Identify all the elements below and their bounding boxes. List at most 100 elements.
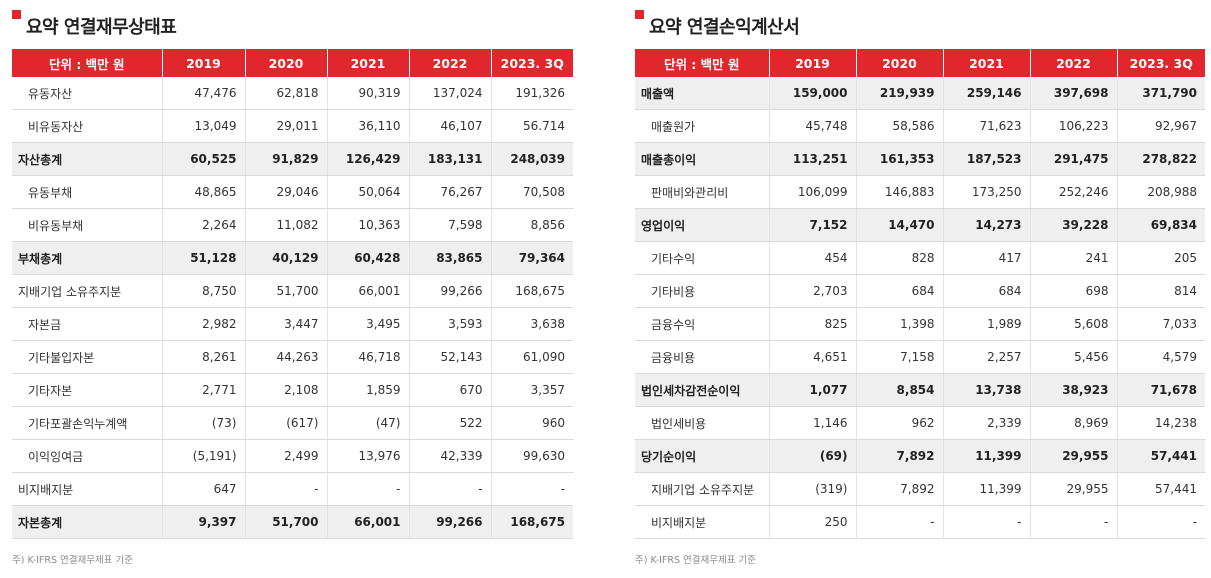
table-row: 판매비와관리비 106,099 146,883 173,250 252,246 208,9…: [635, 175, 1205, 209]
value-cell: 48,865: [161, 175, 245, 209]
value-cell: 76,267: [408, 175, 491, 209]
value-cell: 14,273: [942, 208, 1030, 242]
value-cell: 219,939: [855, 77, 943, 110]
value-cell: 83,865: [408, 241, 491, 275]
value-cell: -: [942, 505, 1030, 539]
table-row: 기타자본 2,771 2,108 1,859 670 3,357: [12, 373, 573, 407]
value-cell: 13,049: [161, 109, 245, 143]
value-cell: 3,447: [244, 307, 327, 341]
value-cell: 91,829: [244, 142, 327, 176]
table-row: 비유동부채 2,264 11,082 10,363 7,598 8,856: [12, 208, 573, 242]
title-marker: [635, 10, 644, 19]
value-cell: 168,675: [490, 505, 573, 539]
value-cell: 7,892: [855, 472, 943, 506]
row-label: 자본총계: [12, 505, 162, 539]
value-cell: 962: [855, 406, 943, 440]
value-cell: 42,339: [408, 439, 491, 473]
income-statement-body: 매출액 159,000 219,939 259,146 397,698 371,790 매출…: [635, 77, 1205, 539]
value-cell: 2,499: [244, 439, 327, 473]
value-cell: 44,263: [244, 340, 327, 374]
row-label: 부채총계: [12, 241, 162, 275]
value-cell: 60,525: [161, 142, 245, 176]
row-label: 지배기업 소유주지분: [635, 472, 769, 506]
value-cell: 1,146: [768, 406, 856, 440]
value-cell: 137,024: [408, 77, 491, 110]
table-row: 법인세비용 1,146 962 2,339 8,969 14,238: [635, 406, 1205, 440]
value-cell: 168,675: [490, 274, 573, 308]
row-label: 매출총이익: [635, 142, 769, 176]
value-cell: 90,319: [326, 77, 409, 110]
value-cell: (5,191): [161, 439, 245, 473]
total-row: 영업이익 7,152 14,470 14,273 39,228 69,834: [635, 208, 1205, 242]
value-cell: 1,859: [326, 373, 409, 407]
row-label: 매출원가: [635, 109, 769, 143]
value-cell: 173,250: [942, 175, 1030, 209]
value-cell: 2,339: [942, 406, 1030, 440]
value-cell: 47,476: [161, 77, 245, 110]
year-header: 2021: [942, 49, 1030, 77]
value-cell: 3,495: [326, 307, 409, 341]
value-cell: 29,955: [1029, 439, 1117, 473]
row-label: 법인세차감전순이익: [635, 373, 769, 407]
value-cell: 250: [768, 505, 856, 539]
value-cell: 71,623: [942, 109, 1030, 143]
row-label: 비유동부채: [12, 208, 162, 242]
row-label: 자산총계: [12, 142, 162, 176]
income-statement-panel: 요약 연결손익계산서 단위 : 백만 원 2019 2020 2021 2022…: [635, 0, 1205, 539]
header-row: 단위 : 백만 원 2019 2020 2021 2022 2023. 3Q: [12, 49, 573, 77]
value-cell: 56.714: [490, 109, 573, 143]
value-cell: 92,967: [1116, 109, 1205, 143]
income-statement-table: 단위 : 백만 원 2019 2020 2021 2022 2023. 3Q 매…: [635, 49, 1205, 539]
row-label: 매출액: [635, 77, 769, 110]
total-row: 매출액 159,000 219,939 259,146 397,698 371,790: [635, 77, 1205, 110]
value-cell: 684: [855, 274, 943, 308]
year-header: 2022: [1029, 49, 1117, 77]
value-cell: 3,638: [490, 307, 573, 341]
value-cell: 960: [490, 406, 573, 440]
table-row: 금융비용 4,651 7,158 2,257 5,456 4,579: [635, 340, 1205, 374]
table-row: 금융수익 825 1,398 1,989 5,608 7,033: [635, 307, 1205, 341]
value-cell: 183,131: [408, 142, 491, 176]
value-cell: 13,976: [326, 439, 409, 473]
value-cell: 454: [768, 241, 856, 275]
unit-header: 단위 : 백만 원: [12, 49, 162, 77]
value-cell: 208,988: [1116, 175, 1205, 209]
value-cell: 2,771: [161, 373, 245, 407]
value-cell: 3,357: [490, 373, 573, 407]
total-row: 매출총이익 113,251 161,353 187,523 291,475 278,822: [635, 142, 1205, 176]
value-cell: 45,748: [768, 109, 856, 143]
value-cell: -: [326, 472, 409, 506]
balance-sheet-footnote: 주) K-IFRS 연결재무제표 기준: [12, 555, 133, 566]
value-cell: 106,223: [1029, 109, 1117, 143]
value-cell: 14,470: [855, 208, 943, 242]
value-cell: 99,630: [490, 439, 573, 473]
value-cell: (73): [161, 406, 245, 440]
balance-sheet-panel: 요약 연결재무상태표 단위 : 백만 원 2019 2020 2021 2022…: [12, 0, 573, 539]
value-cell: 252,246: [1029, 175, 1117, 209]
row-label: 기타포괄손익누계액: [12, 406, 162, 440]
value-cell: 1,989: [942, 307, 1030, 341]
year-header: 2019: [768, 49, 856, 77]
year-header: 2020: [244, 49, 327, 77]
row-label: 지배기업 소유주지분: [12, 274, 162, 308]
value-cell: 7,152: [768, 208, 856, 242]
table-row: 매출원가 45,748 58,586 71,623 106,223 92,967: [635, 109, 1205, 143]
value-cell: 46,718: [326, 340, 409, 374]
value-cell: 57,441: [1116, 472, 1205, 506]
value-cell: -: [490, 472, 573, 506]
table-row: 기타수익 454 828 417 241 205: [635, 241, 1205, 275]
value-cell: 7,158: [855, 340, 943, 374]
unit-header: 단위 : 백만 원: [635, 49, 769, 77]
value-cell: (47): [326, 406, 409, 440]
table-row: 비유동자산 13,049 29,011 36,110 46,107 56.714: [12, 109, 573, 143]
value-cell: 4,579: [1116, 340, 1205, 374]
value-cell: 29,011: [244, 109, 327, 143]
row-label: 이익잉여금: [12, 439, 162, 473]
year-header: 2021: [326, 49, 409, 77]
value-cell: 62,818: [244, 77, 327, 110]
balance-sheet-title: 요약 연결재무상태표: [26, 17, 177, 38]
value-cell: 126,429: [326, 142, 409, 176]
value-cell: 205: [1116, 241, 1205, 275]
table-row: 지배기업 소유주지분 (319) 7,892 11,399 29,955 57,441: [635, 472, 1205, 506]
value-cell: 7,892: [855, 439, 943, 473]
